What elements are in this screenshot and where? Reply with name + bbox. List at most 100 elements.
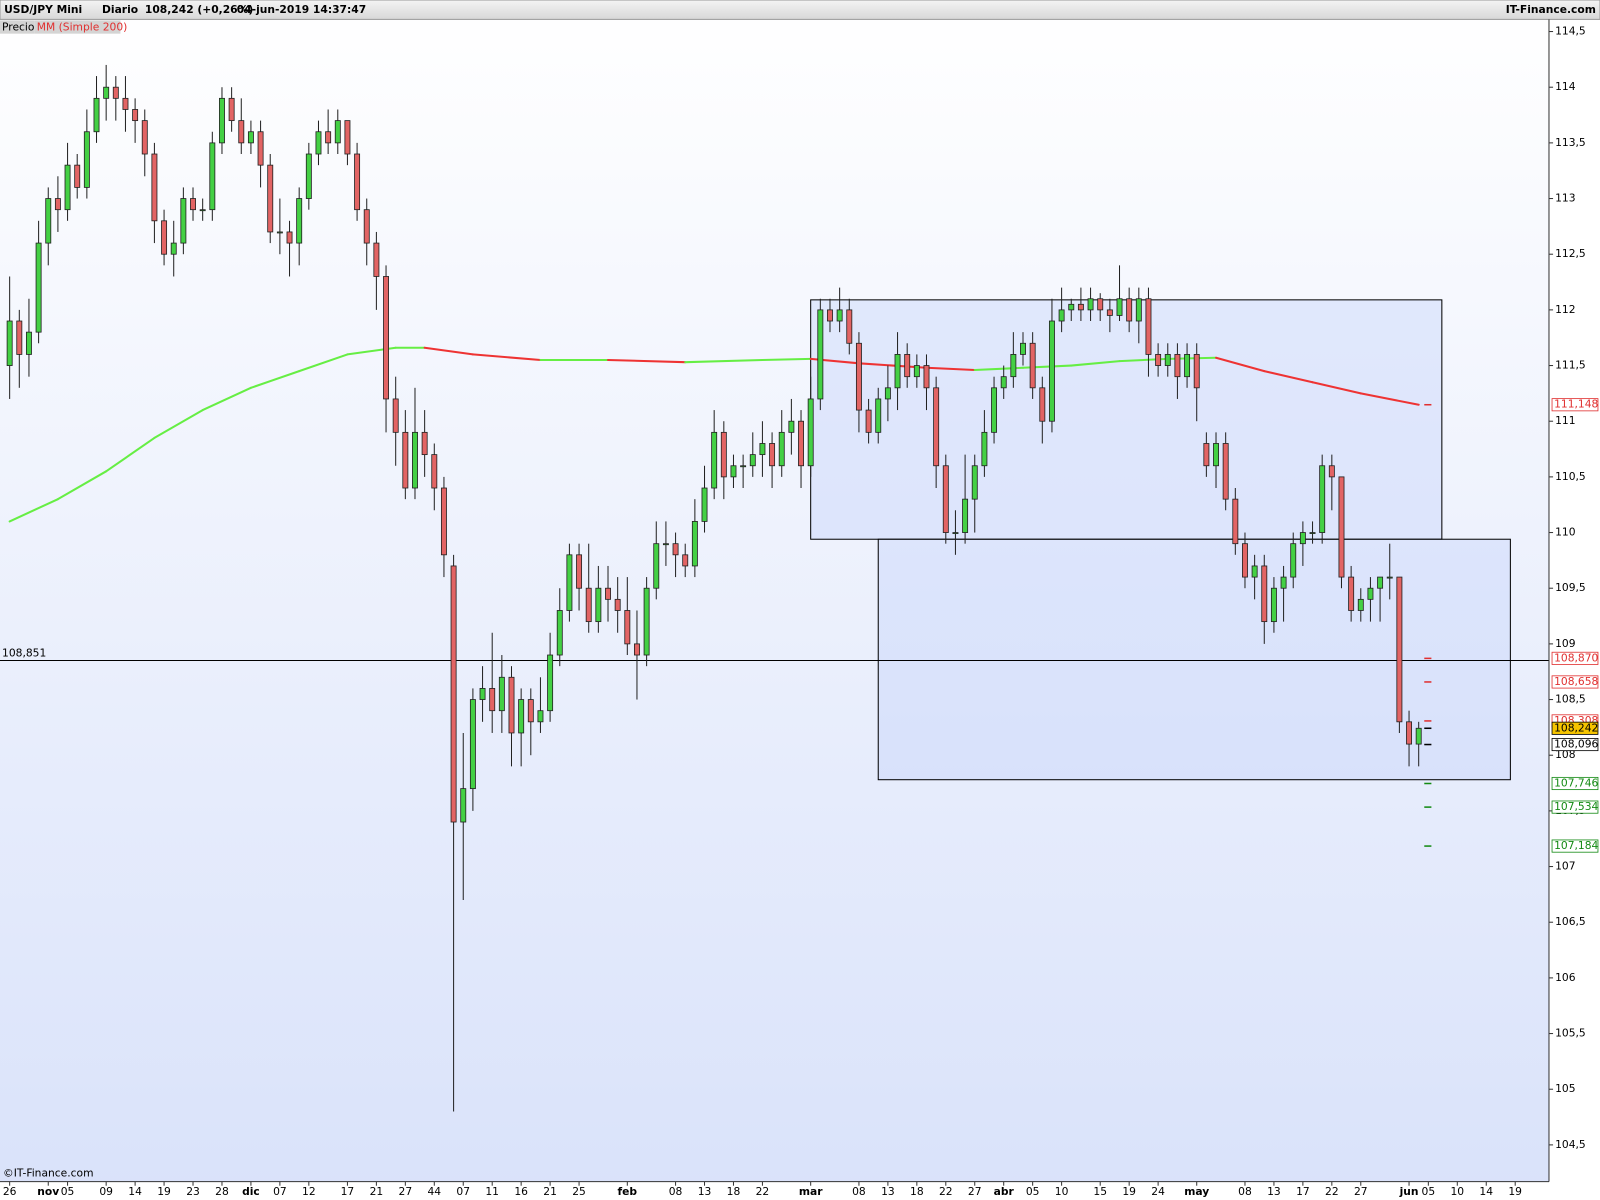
- y-tick-label: 105: [1555, 1082, 1575, 1095]
- y-tick-label: 111: [1555, 414, 1575, 427]
- candle-body: [836, 309, 843, 322]
- x-tick-label: dic: [242, 1185, 260, 1198]
- candle-body: [209, 142, 216, 211]
- y-tick-label: 112,5: [1555, 247, 1586, 260]
- candle-body: [247, 131, 254, 144]
- x-tick-label: 07: [456, 1185, 470, 1198]
- moving-average: [8, 498, 59, 523]
- candle-body: [1058, 309, 1065, 322]
- x-tick-label: 27: [399, 1185, 413, 1198]
- datetime: 04-jun-2019 14:37:47: [237, 3, 366, 16]
- x-tick-label: mar: [799, 1185, 823, 1198]
- candle-body: [161, 220, 168, 255]
- candle-body: [276, 231, 283, 234]
- candle-body: [769, 443, 776, 467]
- candle-body: [141, 120, 148, 155]
- candle-body: [412, 431, 418, 489]
- level-label: 107,184: [1554, 839, 1598, 852]
- candle-body: [518, 699, 525, 734]
- candle-body: [585, 587, 592, 623]
- x-tick-label: 05: [61, 1185, 75, 1198]
- moving-average: [1215, 356, 1266, 373]
- level-label-box: [1551, 800, 1599, 814]
- x-tick-label: 23: [186, 1185, 200, 1198]
- x-tick-label: 10: [1450, 1185, 1464, 1198]
- candle-body: [1280, 576, 1287, 589]
- candle-body: [672, 543, 679, 556]
- candle-body: [508, 676, 515, 734]
- x-tick-label: 10: [1055, 1185, 1069, 1198]
- candle-body: [634, 643, 640, 656]
- x-tick-label: 11: [485, 1185, 499, 1198]
- candle-body: [865, 409, 872, 433]
- candle-body: [952, 532, 959, 534]
- candle-body: [296, 198, 303, 244]
- y-tick-label: 110,5: [1555, 470, 1586, 483]
- x-tick-label: 22: [939, 1185, 953, 1198]
- level-label-box: [1551, 398, 1599, 412]
- moving-average: [684, 358, 764, 364]
- candle-body: [981, 431, 988, 467]
- candle-body: [392, 398, 399, 433]
- candle-body: [315, 131, 322, 155]
- legend-box: [0, 20, 35, 34]
- x-tick-label: 07: [273, 1185, 287, 1198]
- x-tick-label: jun: [1399, 1185, 1419, 1198]
- candle-body: [556, 610, 563, 656]
- candle-body: [440, 487, 447, 556]
- candle-body: [1415, 727, 1422, 745]
- candle-body: [325, 131, 332, 144]
- x-tick-label: 08: [852, 1185, 866, 1198]
- plot: 108,851: [0, 64, 1549, 1112]
- candle-body: [199, 209, 206, 212]
- x-tick-label: 25: [572, 1185, 586, 1198]
- candle-body: [1106, 309, 1113, 316]
- candle-body: [6, 320, 13, 366]
- x-tick-label: 22: [1325, 1185, 1339, 1198]
- moving-average: [471, 353, 542, 361]
- x-tick-label: 13: [698, 1185, 712, 1198]
- level-label: 111,148: [1554, 398, 1598, 411]
- candle-body: [1164, 354, 1171, 366]
- candle-body: [962, 498, 969, 533]
- x-tick-label: 22: [756, 1185, 770, 1198]
- moving-average: [1311, 381, 1362, 395]
- candle-body: [720, 431, 727, 478]
- x-tick-label: 19: [1122, 1185, 1136, 1198]
- candle-body: [170, 242, 177, 255]
- x-tick-label: 18: [910, 1185, 924, 1198]
- level-label: 107,746: [1554, 776, 1598, 789]
- candle-body: [122, 97, 129, 110]
- axis-background: [0, 1181, 1600, 1200]
- candle-body: [1145, 298, 1152, 355]
- candle-body: [1319, 465, 1326, 533]
- candle-body: [35, 242, 42, 333]
- y-tick-label: 113,5: [1555, 136, 1586, 149]
- candle-body: [1077, 303, 1084, 311]
- x-tick-label: 05: [1422, 1185, 1436, 1198]
- candle-body: [460, 788, 467, 823]
- candle-body: [1116, 298, 1123, 316]
- candle-body: [904, 354, 911, 378]
- level-label: 108,096: [1554, 738, 1598, 751]
- y-tick-label: 110: [1555, 526, 1576, 539]
- x-tick-label: 14: [128, 1185, 142, 1198]
- candle-body: [1222, 443, 1229, 500]
- candle-body: [74, 164, 81, 188]
- x-tick-label: 27: [968, 1185, 982, 1198]
- candle-body: [1328, 465, 1335, 478]
- candle-body: [923, 365, 930, 389]
- level-label: 108,870: [1554, 651, 1598, 664]
- candle-body: [1261, 565, 1268, 623]
- x-tick-label: 13: [881, 1185, 895, 1198]
- axis-background: [1548, 0, 1600, 1200]
- candle-body: [1048, 320, 1055, 422]
- x-tick-label: 09: [99, 1185, 113, 1198]
- candle-body: [614, 598, 621, 611]
- candle-body: [884, 387, 891, 400]
- level-label-box: [1551, 721, 1599, 735]
- candle-body: [83, 131, 90, 188]
- x-tick-label: 08: [669, 1185, 683, 1198]
- level-label: 107,534: [1554, 800, 1598, 813]
